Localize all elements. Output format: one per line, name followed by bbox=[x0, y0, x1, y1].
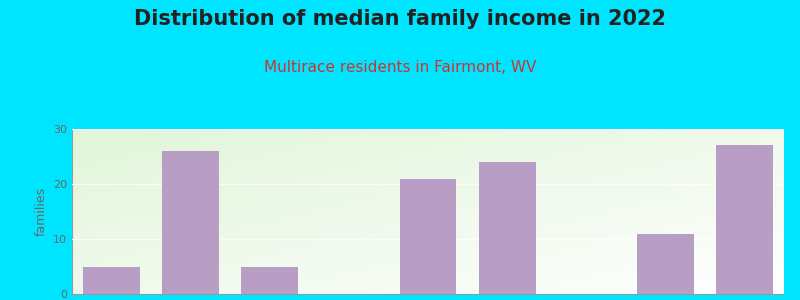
Bar bbox=[478, 162, 535, 294]
Text: Distribution of median family income in 2022: Distribution of median family income in … bbox=[134, 9, 666, 29]
Bar bbox=[242, 266, 298, 294]
Bar bbox=[637, 233, 694, 294]
Bar bbox=[83, 266, 140, 294]
Text: Multirace residents in Fairmont, WV: Multirace residents in Fairmont, WV bbox=[264, 60, 536, 75]
Bar bbox=[716, 146, 773, 294]
Bar bbox=[399, 178, 457, 294]
Y-axis label: families: families bbox=[34, 187, 47, 236]
Bar bbox=[162, 151, 219, 294]
